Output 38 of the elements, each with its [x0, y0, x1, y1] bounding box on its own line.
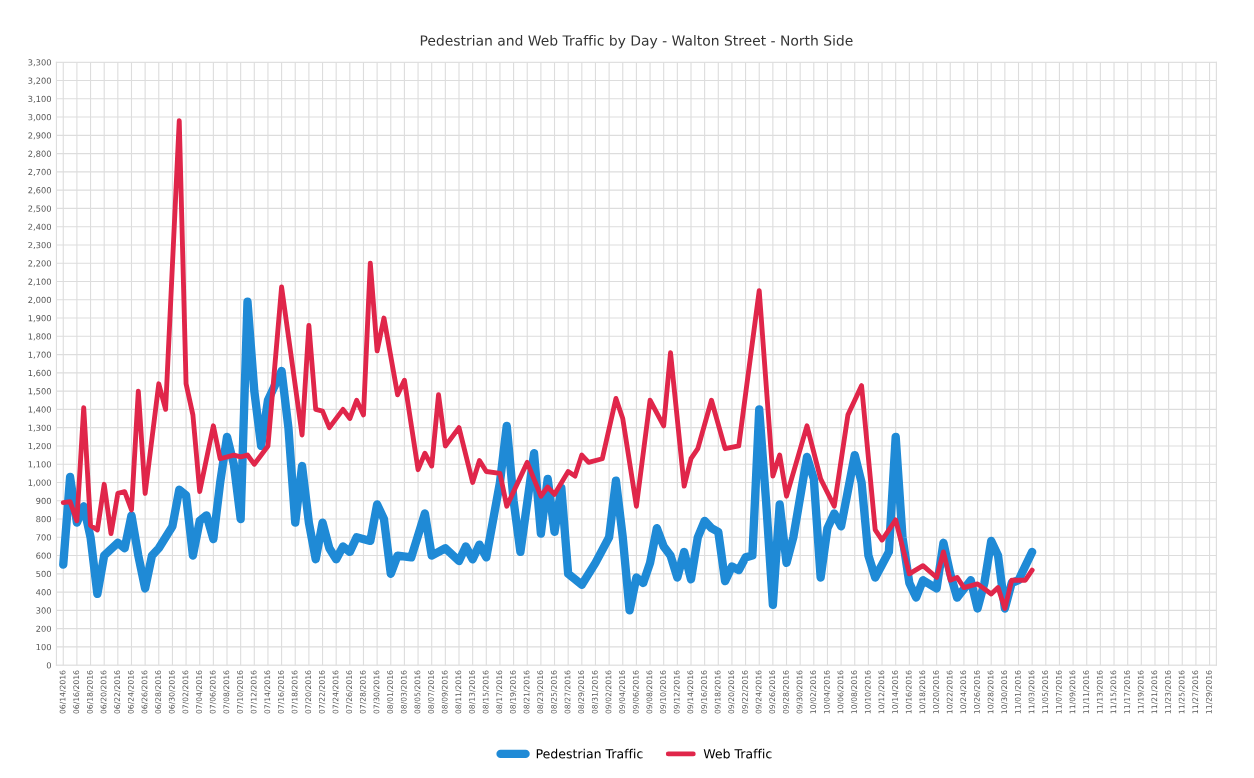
y-tick-label: 1,000	[28, 479, 52, 487]
y-tick-label: 1,600	[28, 369, 52, 377]
y-tick-label: 0	[46, 662, 52, 669]
y-tick-label: 1,900	[28, 315, 52, 323]
y-tick-label: 3,000	[28, 114, 52, 122]
y-tick-label: 2,900	[28, 132, 52, 140]
y-tick-label: 600	[36, 552, 52, 559]
y-tick-label: 300	[36, 607, 52, 614]
legend-label: Web Traffic	[703, 748, 772, 759]
y-tick-label: 3,100	[28, 95, 52, 103]
chart-title: Pedestrian and Web Traffic by Day - Walton Street - North Side	[420, 35, 853, 49]
y-tick-label: 2,000	[28, 296, 52, 304]
y-tick-label: 2,100	[28, 278, 52, 286]
y-tick-label: 200	[36, 625, 52, 632]
y-tick-label: 2,200	[28, 260, 52, 268]
y-tick-label: 1,400	[28, 406, 52, 414]
line-series	[60, 118, 1035, 611]
y-tick-label: 1,800	[28, 333, 52, 341]
y-tick-label: 900	[36, 497, 52, 505]
y-tick-label: 2,500	[28, 205, 52, 213]
y-tick-label: 400	[36, 589, 52, 596]
y-tick-label: 2,300	[28, 241, 52, 250]
y-tick-label: 700	[36, 534, 52, 541]
y-tick-label: 3,200	[28, 77, 52, 85]
y-tick-label: 1,700	[28, 351, 52, 359]
y-tick-label: 1,300	[28, 424, 52, 432]
y-tick-label: 2,400	[28, 223, 52, 231]
legend-label: Pedestrian Traffic	[536, 748, 643, 759]
y-tick-label: 1,200	[28, 442, 52, 451]
y-tick-label: 100	[36, 643, 52, 651]
y-tick-label: 1,100	[28, 461, 52, 469]
y-tick-label: 500	[36, 570, 52, 578]
y-tick-label: 3,300	[28, 59, 52, 67]
y-tick-label: 800	[36, 516, 52, 523]
y-tick-label: 1,500	[28, 388, 52, 396]
y-tick-label: 2,600	[28, 187, 52, 195]
y-tick-label: 2,800	[28, 150, 52, 158]
y-tick-label: 2,700	[28, 168, 52, 176]
